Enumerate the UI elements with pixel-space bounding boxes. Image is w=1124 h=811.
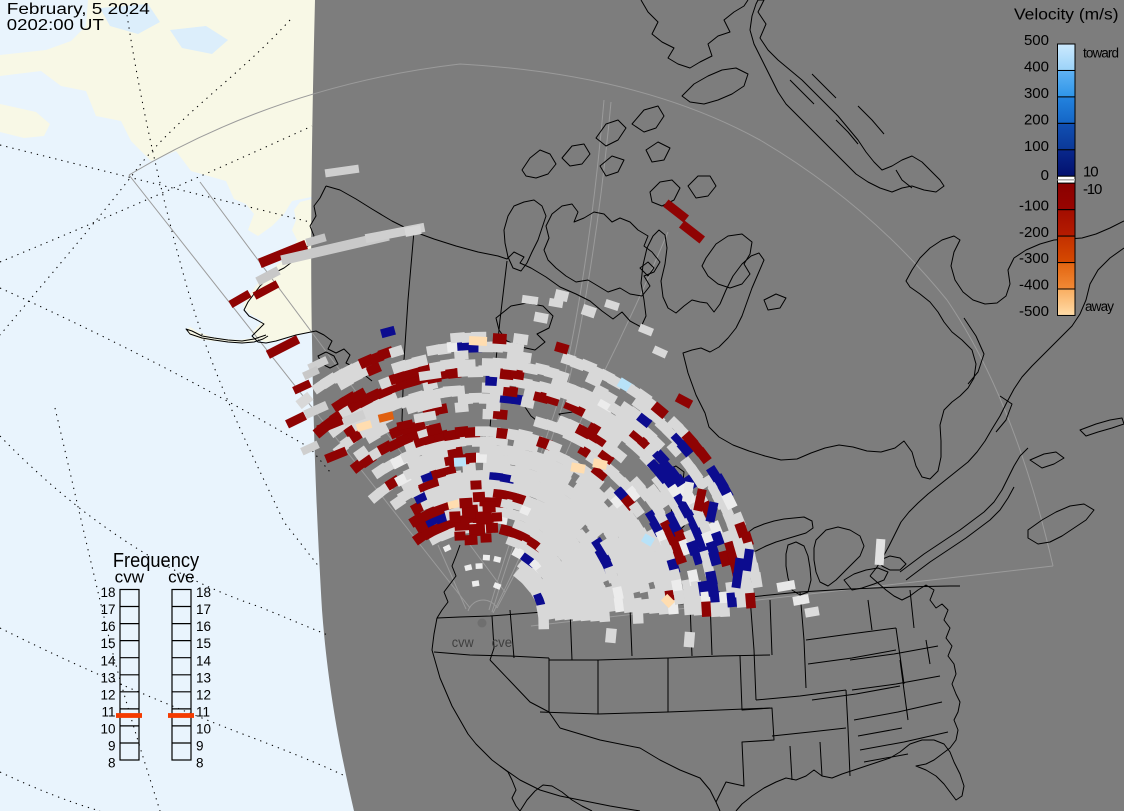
svg-text:Velocity (m/s): Velocity (m/s) [1014, 7, 1119, 24]
svg-text:12: 12 [100, 687, 115, 702]
svg-text:10: 10 [196, 722, 211, 737]
svg-text:10: 10 [1083, 164, 1099, 181]
svg-text:100: 100 [1024, 138, 1049, 155]
svg-text:cve: cve [168, 568, 195, 587]
svg-text:Frequency: Frequency [113, 549, 200, 572]
svg-text:14: 14 [196, 653, 212, 668]
svg-text:14: 14 [100, 653, 116, 668]
svg-text:toward: toward [1083, 46, 1119, 61]
svg-text:17: 17 [196, 602, 211, 617]
svg-text:15: 15 [196, 636, 211, 651]
svg-text:500: 500 [1024, 32, 1049, 49]
svg-text:cvw: cvw [115, 568, 145, 587]
svg-text:away: away [1085, 299, 1114, 314]
svg-text:16: 16 [100, 619, 115, 634]
svg-text:11: 11 [101, 705, 115, 720]
svg-text:18: 18 [100, 585, 115, 600]
svg-text:cve: cve [492, 634, 513, 650]
svg-text:February, 5 2024: February, 5 2024 [7, 1, 151, 18]
svg-text:8: 8 [108, 756, 116, 771]
svg-text:-500: -500 [1019, 303, 1049, 320]
svg-text:16: 16 [196, 619, 211, 634]
svg-text:-200: -200 [1019, 224, 1049, 241]
svg-text:18: 18 [196, 585, 211, 600]
svg-text:0202:00 UT: 0202:00 UT [7, 17, 105, 34]
svg-text:0: 0 [1041, 167, 1049, 184]
svg-text:9: 9 [108, 739, 116, 754]
svg-text:200: 200 [1024, 111, 1049, 128]
svg-text:12: 12 [196, 687, 211, 702]
svg-text:17: 17 [100, 602, 115, 617]
svg-text:cvw: cvw [452, 634, 475, 650]
svg-text:11: 11 [196, 705, 210, 720]
svg-text:9: 9 [196, 739, 204, 754]
svg-text:13: 13 [196, 670, 211, 685]
svg-text:-400: -400 [1019, 277, 1049, 294]
svg-text:15: 15 [100, 636, 115, 651]
svg-text:-100: -100 [1019, 197, 1049, 214]
svg-text:13: 13 [100, 670, 115, 685]
svg-text:8: 8 [196, 756, 204, 771]
svg-text:400: 400 [1024, 59, 1049, 76]
svg-text:300: 300 [1024, 85, 1049, 102]
svg-text:-300: -300 [1019, 250, 1049, 267]
svg-text:-10: -10 [1083, 181, 1102, 198]
svg-text:10: 10 [100, 722, 115, 737]
